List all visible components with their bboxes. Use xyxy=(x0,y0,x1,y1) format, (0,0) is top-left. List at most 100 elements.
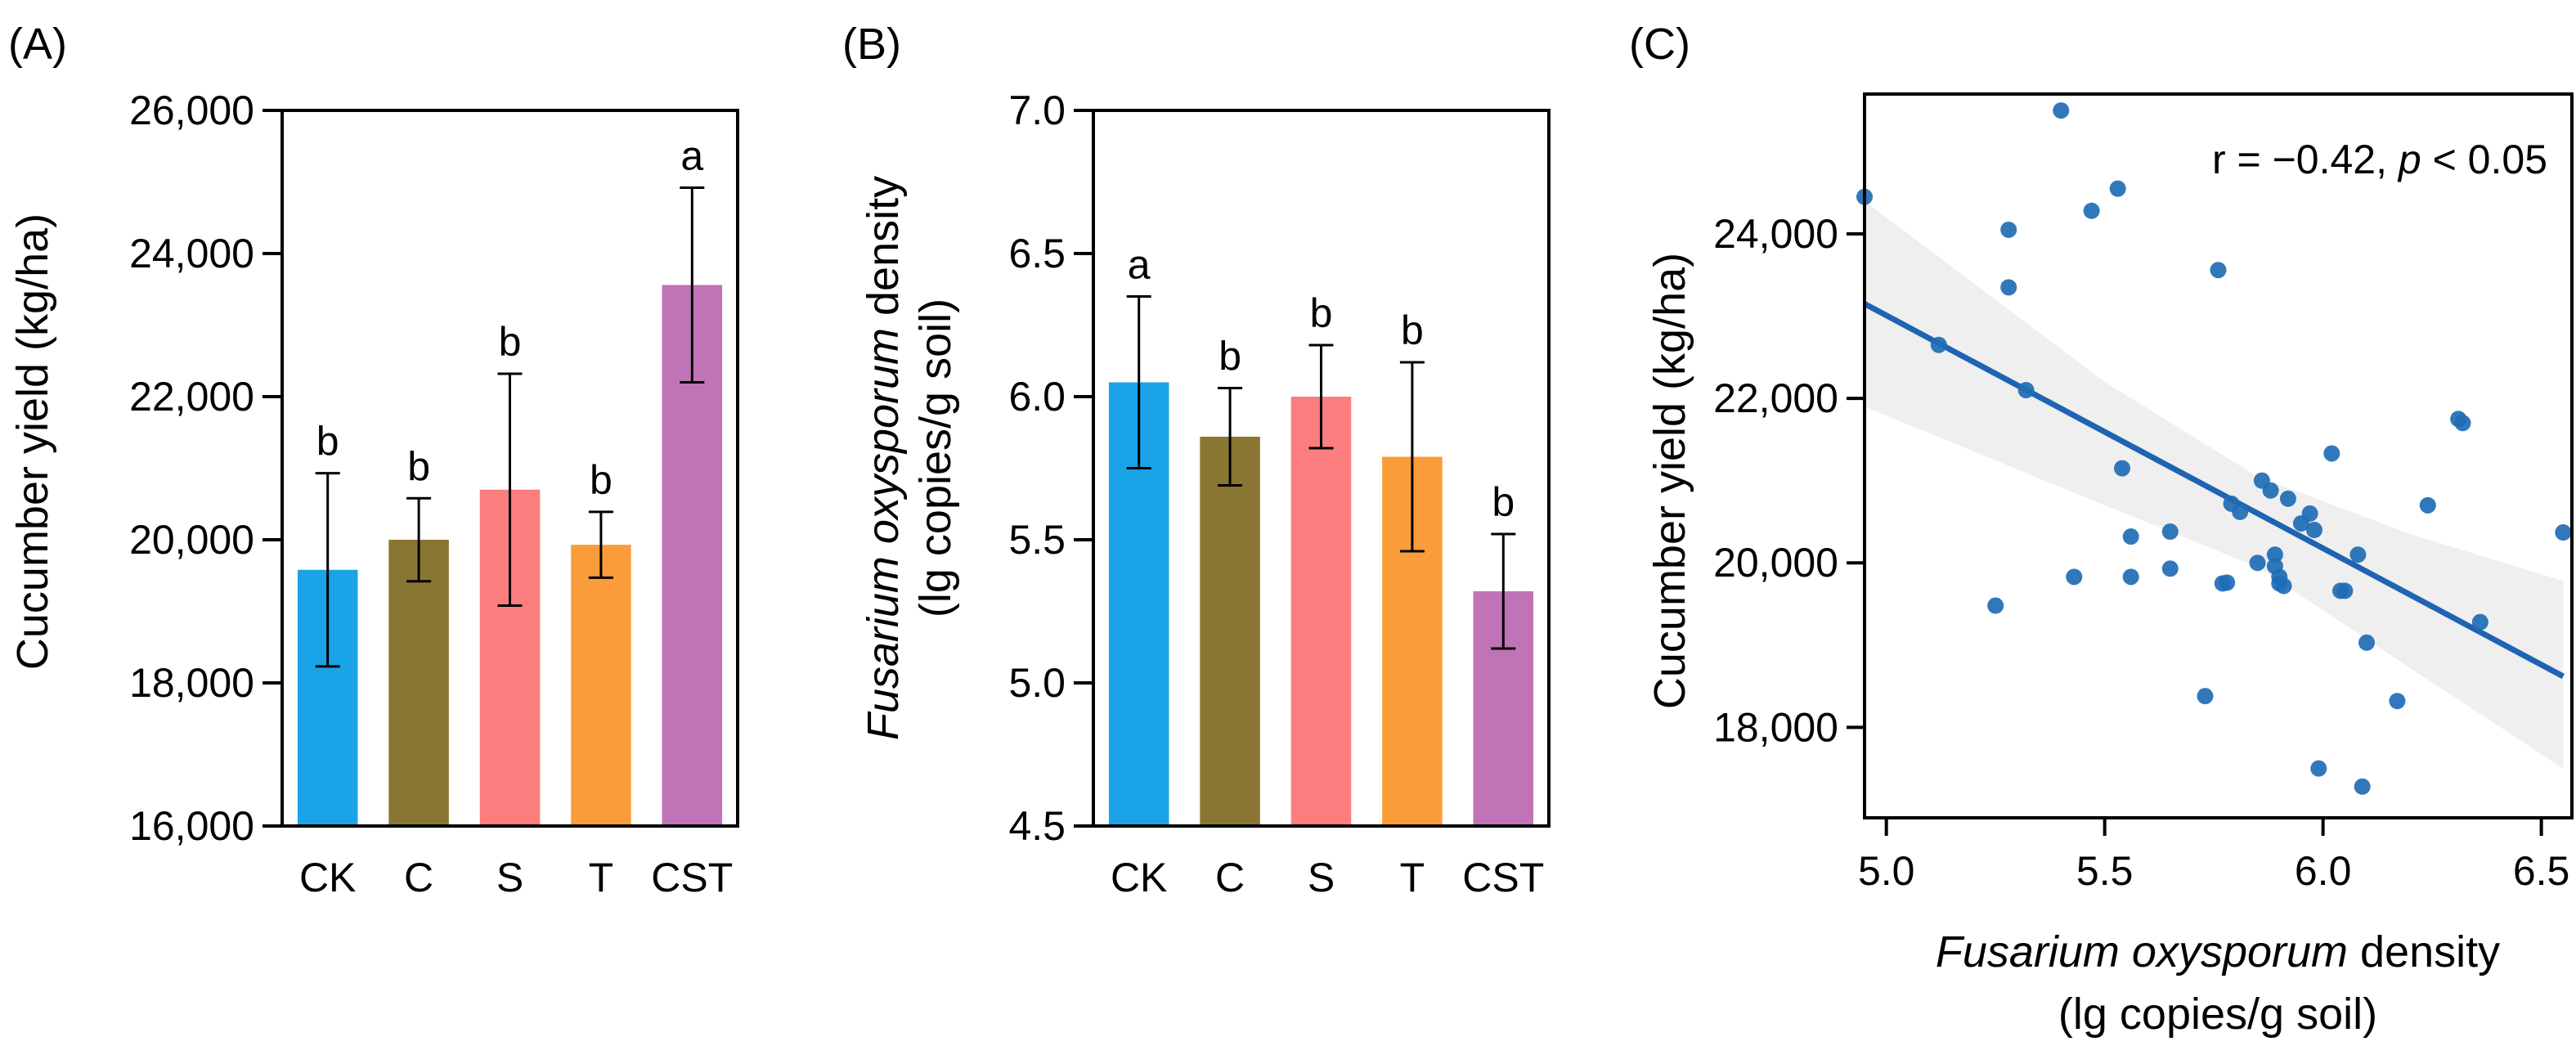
panel-c-data-point xyxy=(2275,577,2292,595)
panel-a-significance-letter: a xyxy=(680,133,703,179)
panel-a-x-tick-label: S xyxy=(496,855,523,900)
panel-c-y-tick-label: 20,000 xyxy=(1713,540,1838,586)
panel-b-bar-chart: (B) Fusarium oxysporum density (lg copie… xyxy=(842,20,1551,900)
panel-b-x-tick-label: CK xyxy=(1111,855,1167,900)
panel-b-y-tick-label: 6.0 xyxy=(1008,374,1066,420)
panel-c-data-point xyxy=(2161,523,2179,541)
panel-c-frame xyxy=(1863,92,2574,819)
panel-c-y-tick-label: 18,000 xyxy=(1713,704,1838,750)
panel-c-x-axis-title-line1: Fusarium oxysporum density xyxy=(1936,927,2500,976)
panel-c-data-point xyxy=(2161,560,2179,577)
panel-a-bar-chart: (A) Cucumber yield (kg/ha) 16,000 18,000 2… xyxy=(8,20,739,900)
panel-c-data-point xyxy=(2555,524,2572,541)
panel-a-bar xyxy=(388,540,449,826)
panel-b-x-tick-label: CST xyxy=(1462,855,1544,900)
panel-a-significance-letter: b xyxy=(407,443,430,489)
panel-c-data-point xyxy=(2122,528,2139,545)
panel-c-correlation-p: p xyxy=(2397,137,2421,182)
panel-c-data-point xyxy=(2000,279,2017,296)
panel-a-y-tick-label: 18,000 xyxy=(129,660,254,706)
panel-b-significance-letter: a xyxy=(1128,242,1151,288)
panel-c-data-point xyxy=(2000,221,2017,238)
panel-c-data-point xyxy=(2109,180,2126,197)
panel-b-frame xyxy=(1092,109,1551,828)
panel-b-x-tick-label: S xyxy=(1308,855,1335,900)
panel-c-x-tick-label: 6.0 xyxy=(2295,848,2352,894)
panel-c-confidence-band xyxy=(1865,200,2564,769)
panel-c-data-point xyxy=(2310,760,2327,777)
panel-a-y-tick-label: 16,000 xyxy=(129,803,254,849)
panel-a-plot-area: 16,000 18,000 20,000 22,000 24,000 26,000 b CK b… xyxy=(129,88,733,900)
panel-c-data-point xyxy=(2122,568,2139,586)
panel-c-data-point xyxy=(2389,693,2406,710)
panel-c-data-point xyxy=(2262,482,2279,499)
panel-c-data-point xyxy=(2301,505,2318,522)
panel-c-regression-line xyxy=(1863,301,2565,680)
panel-b-label: (B) xyxy=(842,20,901,69)
panel-c-x-tick-label: 5.5 xyxy=(2076,848,2134,894)
panel-b-y-axis-title-italic: Fusarium oxysporum xyxy=(859,328,908,740)
panel-c-data-point xyxy=(2210,262,2227,279)
panel-c-data-point xyxy=(1987,597,2004,614)
panel-c-y-tick-label: 24,000 xyxy=(1713,211,1838,257)
panel-c-x-axis-title-line2: (lg copies/g soil) xyxy=(2058,990,2377,1039)
panel-c-y-axis-title: Cucumber yield (kg/ha) xyxy=(1645,253,1694,709)
panel-c-correlation-prefix: r = −0.42, xyxy=(2212,137,2399,182)
panel-a-significance-letter: b xyxy=(499,319,522,365)
panel-c-data-point xyxy=(2053,102,2070,119)
panel-b-y-tick-label: 6.5 xyxy=(1008,231,1066,276)
panel-c-data-point xyxy=(2305,522,2322,539)
panel-c-x-axis-title-italic: Fusarium oxysporum xyxy=(1936,927,2348,976)
panel-b-plot-area: 4.5 5.0 5.5 6.0 6.5 7.0 a CK b Cb Sb Tb CST xyxy=(1008,88,1544,900)
panel-c-data-point xyxy=(2349,546,2367,563)
panel-b-significance-letter: b xyxy=(1310,290,1333,336)
panel-c-label: (C) xyxy=(1629,20,1690,69)
panel-c-data-point xyxy=(2454,415,2471,432)
panel-c-scatter-chart: (C) Cucumber yield (kg/ha) 18,000 20,000 2… xyxy=(1629,20,2574,1039)
panel-b-y-tick-label: 4.5 xyxy=(1008,803,1066,849)
panel-c-data-point xyxy=(2219,574,2236,591)
panel-c-data-point xyxy=(2358,634,2376,651)
panel-c-data-point xyxy=(2354,778,2371,795)
panel-c-data-point xyxy=(2336,582,2354,599)
panel-c-x-tick-label: 5.0 xyxy=(1858,848,1915,894)
panel-b-bar xyxy=(1290,397,1352,826)
panel-a-y-axis-title: Cucumber yield (kg/ha) xyxy=(8,213,57,670)
panel-b-significance-letter: b xyxy=(1218,334,1241,379)
panel-b-significance-letter: b xyxy=(1401,308,1424,353)
panel-b-significance-letter: b xyxy=(1492,479,1515,525)
panel-a-bar xyxy=(571,545,631,826)
panel-c-data-point xyxy=(2279,490,2296,507)
panel-a-label: (A) xyxy=(8,20,67,69)
panel-c-data-point xyxy=(2017,382,2035,399)
panel-c-data-point xyxy=(2232,503,2249,520)
panel-c-data-point xyxy=(2419,496,2436,514)
panel-a-y-tick-label: 24,000 xyxy=(129,231,254,276)
panel-c-data-point xyxy=(2197,688,2214,705)
panel-b-x-tick-label: C xyxy=(1215,855,1245,900)
panel-b-y-tick-label: 5.0 xyxy=(1008,660,1066,706)
panel-c-data-point xyxy=(2114,460,2131,477)
panel-b-x-tick-label: T xyxy=(1400,855,1425,900)
panel-a-x-tick-label: C xyxy=(404,855,433,900)
panel-b-y-axis-title-line1: Fusarium oxysporum density xyxy=(859,176,908,740)
panel-c-data-point xyxy=(2471,613,2488,631)
panel-a-y-tick-label: 22,000 xyxy=(129,374,254,420)
panel-c-plot-area: 18,000 20,000 22,000 24,000 5.0 5.5 6.0 6.5 xyxy=(1713,102,2572,894)
panel-b-y-axis-title-line2: (lg copies/g soil) xyxy=(911,299,960,617)
panel-a-y-tick-label: 26,000 xyxy=(129,88,254,133)
panel-a-x-tick-label: CST xyxy=(651,855,733,900)
panel-c-data-point xyxy=(2083,202,2100,219)
panel-c-data-point xyxy=(2249,554,2266,572)
panel-b-bar xyxy=(1200,437,1260,826)
panel-b-y-tick-label: 5.5 xyxy=(1008,517,1066,563)
panel-c-x-tick-label: 6.5 xyxy=(2513,848,2570,894)
panel-c-data-point xyxy=(2266,546,2283,563)
panel-a-significance-letter: b xyxy=(316,419,339,465)
panel-c-correlation-annotation: r = −0.42, p < 0.05 xyxy=(2212,137,2547,182)
panel-c-correlation-suffix: < 0.05 xyxy=(2421,137,2547,182)
panel-c-data-point xyxy=(2323,445,2340,462)
panel-a-y-tick-label: 20,000 xyxy=(129,517,254,563)
panel-a-significance-letter: b xyxy=(590,457,613,503)
